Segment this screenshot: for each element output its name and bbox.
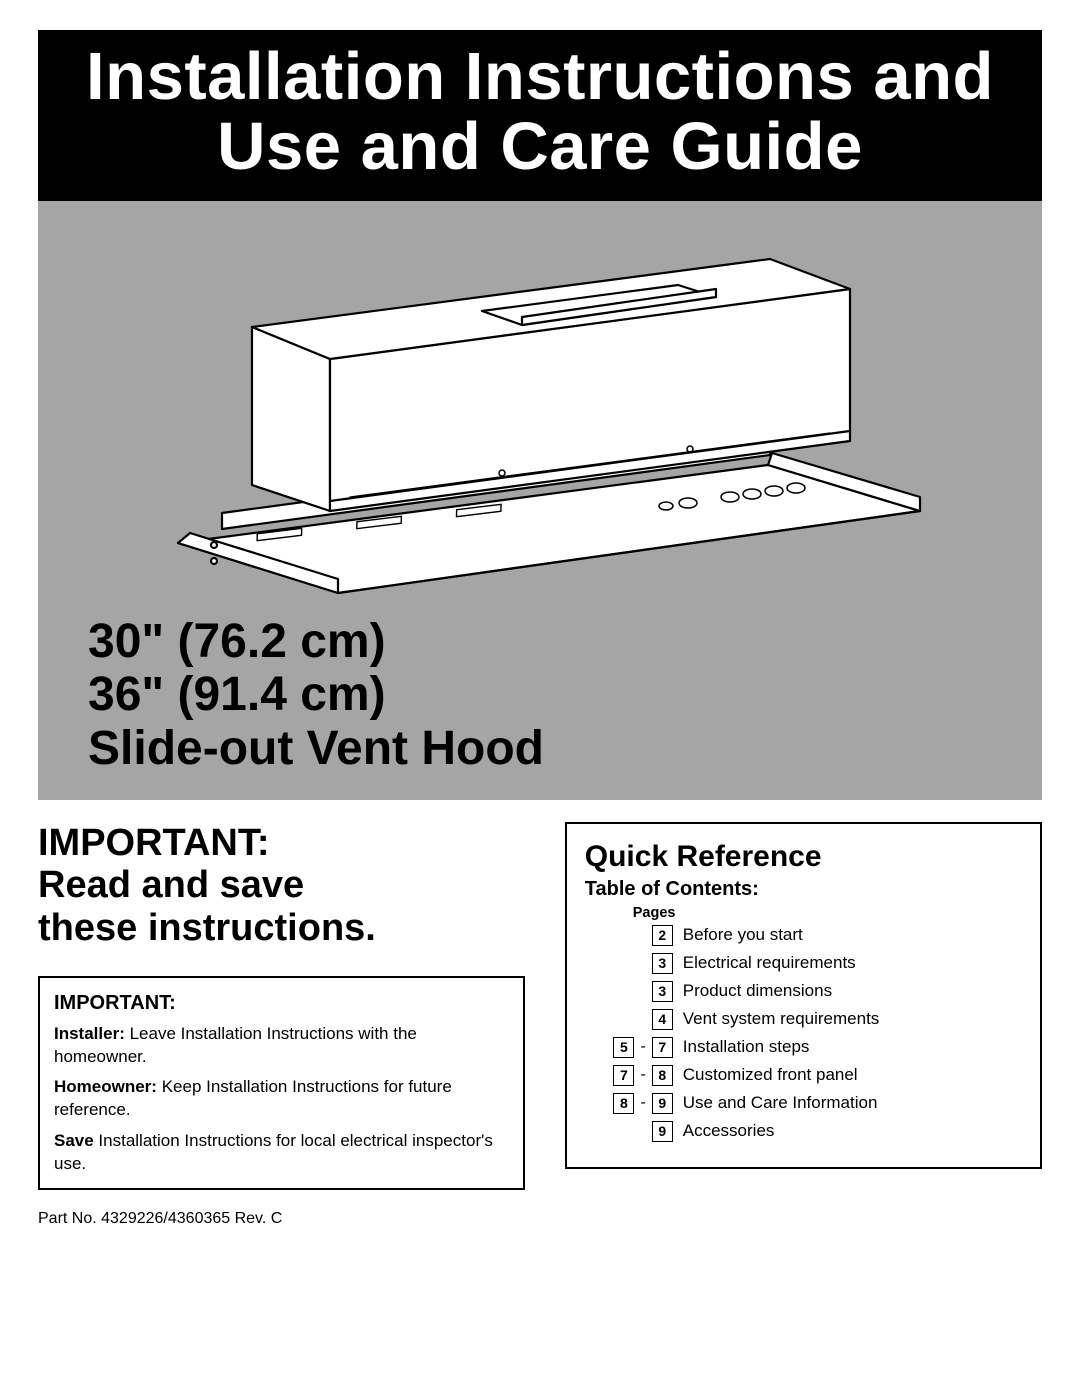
important-heading-line-1: IMPORTANT:: [38, 822, 525, 865]
title-band: Installation Instructions and Use and Ca…: [38, 30, 1042, 201]
toc-entry-label: Electrical requirements: [683, 953, 1022, 973]
size-line-1: 30" (76.2 cm): [88, 615, 992, 669]
toc-page-dash: -: [640, 1066, 645, 1084]
toc-page-number: 3: [652, 981, 673, 1002]
toc-row: 2 Before you start: [585, 925, 1022, 946]
homeowner-label: Homeowner:: [54, 1077, 157, 1096]
toc-page-cell: 3: [585, 953, 673, 974]
toc-entry-label: Installation steps: [683, 1037, 1022, 1057]
save-label: Save: [54, 1131, 94, 1150]
toc-page-number: 8: [613, 1093, 634, 1114]
toc-row: 3 Product dimensions: [585, 981, 1022, 1002]
save-text: Installation Instructions for local elec…: [54, 1131, 493, 1173]
important-heading-line-3: these instructions.: [38, 907, 525, 950]
toc-entry-label: Before you start: [683, 925, 1022, 945]
toc-page-cell: 4: [585, 1009, 673, 1030]
toc-page-dash: -: [640, 1038, 645, 1056]
document-page: Installation Instructions and Use and Ca…: [0, 0, 1080, 1258]
toc-page-cell: 7-8: [585, 1065, 673, 1086]
important-heading-line-2: Read and save: [38, 864, 525, 907]
important-box: IMPORTANT: Installer: Leave Installation…: [38, 976, 525, 1191]
toc-entry-label: Accessories: [683, 1121, 1022, 1141]
toc-row: 4 Vent system requirements: [585, 1009, 1022, 1030]
toc-entry-label: Product dimensions: [683, 981, 1022, 1001]
toc-entry-label: Customized front panel: [683, 1065, 1022, 1085]
title-line-1: Installation Instructions and: [58, 42, 1022, 112]
toc-row: 3 Electrical requirements: [585, 953, 1022, 974]
title-line-2: Use and Care Guide: [58, 112, 1022, 182]
lower-left-column: IMPORTANT: Read and save these instructi…: [38, 822, 525, 1228]
product-name: Slide-out Vent Hood: [88, 722, 992, 776]
toc-page-cell: 9: [585, 1121, 673, 1142]
important-box-title: IMPORTANT:: [54, 990, 509, 1017]
toc-page-cell: 3: [585, 981, 673, 1002]
toc-page-number: 7: [613, 1065, 634, 1086]
quick-reference-title: Quick Reference: [585, 840, 1022, 874]
toc-entry-label: Use and Care Information: [683, 1093, 1022, 1113]
toc-page-number: 4: [652, 1009, 673, 1030]
toc-page-cell: 5-7: [585, 1037, 673, 1058]
toc-page-number: 9: [652, 1121, 673, 1142]
toc-row: 7-8 Customized front panel: [585, 1065, 1022, 1086]
save-note: Save Installation Instructions for local…: [54, 1130, 509, 1176]
toc-page-dash: -: [640, 1094, 645, 1112]
toc-page-cell: 8-9: [585, 1093, 673, 1114]
toc-page-number: 9: [652, 1093, 673, 1114]
homeowner-note: Homeowner: Keep Installation Instruction…: [54, 1076, 509, 1122]
size-line-2: 36" (91.4 cm): [88, 668, 992, 722]
toc-entry-label: Vent system requirements: [683, 1009, 1022, 1029]
toc-row: 5-7 Installation steps: [585, 1037, 1022, 1058]
toc-subtitle: Table of Contents:: [585, 878, 1022, 901]
important-heading: IMPORTANT: Read and save these instructi…: [38, 822, 525, 950]
toc-row: 9 Accessories: [585, 1121, 1022, 1142]
toc-page-number: 2: [652, 925, 673, 946]
product-illustration: [88, 231, 992, 601]
toc-pages-label: Pages: [633, 905, 1022, 921]
hero-section: 30" (76.2 cm) 36" (91.4 cm) Slide-out Ve…: [38, 201, 1042, 800]
installer-note: Installer: Leave Installation Instructio…: [54, 1023, 509, 1069]
quick-reference-box: Quick Reference Table of Contents: Pages…: [565, 822, 1042, 1169]
toc-page-number: 5: [613, 1037, 634, 1058]
toc-page-cell: 2: [585, 925, 673, 946]
lower-section: IMPORTANT: Read and save these instructi…: [38, 822, 1042, 1228]
part-number: Part No. 4329226/4360365 Rev. C: [38, 1210, 525, 1228]
toc-row: 8-9 Use and Care Information: [585, 1093, 1022, 1114]
toc-page-number: 8: [652, 1065, 673, 1086]
installer-label: Installer:: [54, 1024, 125, 1043]
toc-page-number: 7: [652, 1037, 673, 1058]
hero-text: 30" (76.2 cm) 36" (91.4 cm) Slide-out Ve…: [88, 615, 992, 776]
toc-rows-container: 2 Before you start 3 Electrical requirement…: [585, 925, 1022, 1142]
lower-right-column: Quick Reference Table of Contents: Pages…: [565, 822, 1042, 1228]
toc-page-number: 3: [652, 953, 673, 974]
